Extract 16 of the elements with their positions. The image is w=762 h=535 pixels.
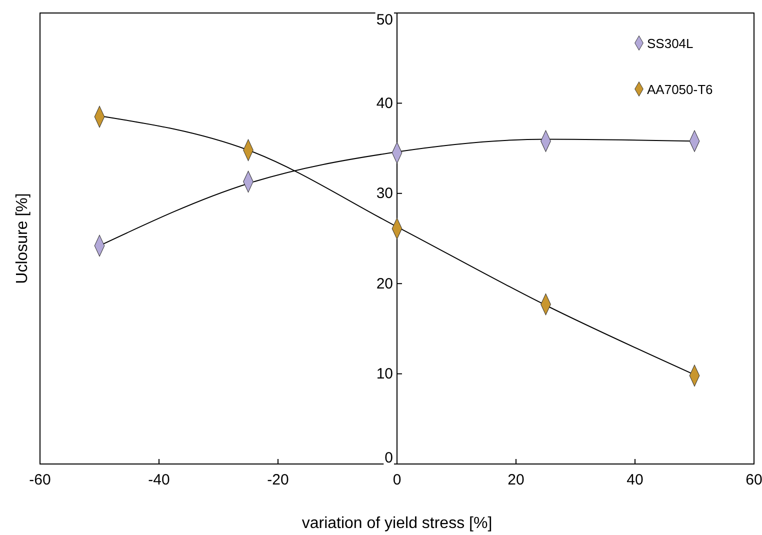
x-tick-label: 60 [746, 472, 762, 489]
y-tick-label: 30 [376, 185, 393, 202]
y-tick-label: 40 [376, 95, 393, 112]
x-tick-label: -20 [267, 472, 289, 489]
x-tick-label: -60 [29, 472, 51, 489]
y-axis-title: Uclosure [%] [14, 193, 31, 284]
y-tick-label: 20 [376, 275, 393, 292]
x-tick-label: 20 [508, 472, 524, 489]
x-tick-label: 40 [626, 472, 644, 489]
legend-label: AA7050-T6 [647, 82, 713, 97]
y-tick-label: 0 [384, 450, 393, 466]
y-tick-label: 50 [376, 11, 393, 28]
x-tick-label: -40 [148, 472, 170, 489]
legend-label: SS304L [647, 36, 694, 51]
y-tick-label: 10 [376, 366, 393, 383]
x-axis-title: variation of yield stress [%] [302, 515, 492, 532]
